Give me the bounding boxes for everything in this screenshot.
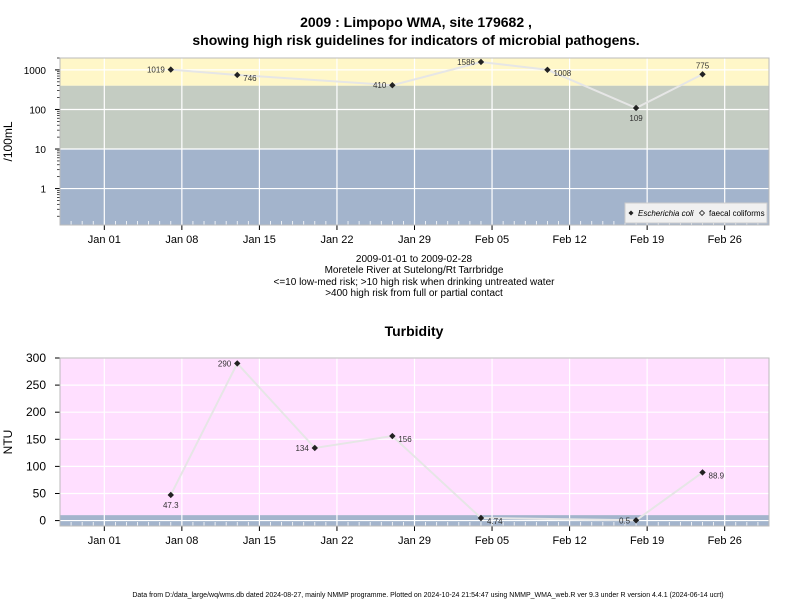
x-tick-label: Feb 05	[475, 234, 509, 246]
y-tick-label: 150	[26, 432, 46, 446]
legend-marker-filled	[628, 210, 634, 216]
y-tick-label: 0	[39, 514, 46, 528]
data-point	[632, 517, 640, 524]
legend-box	[624, 202, 768, 224]
data-point	[632, 104, 640, 112]
data-label: 109	[629, 114, 643, 123]
data-point	[234, 360, 241, 367]
x-tick-label: Feb 12	[552, 535, 586, 547]
y-tick-label: 100	[29, 105, 46, 116]
data-label: 1019	[147, 66, 165, 75]
data-point	[389, 82, 396, 89]
x-tick-label: Feb 05	[475, 535, 509, 547]
footer-note: Data from D:/data_large/wq/wms.db dated …	[132, 592, 723, 599]
turbidity-panel: Jan 01 Jan 08 Jan 15 Jan 22 Jan 29 Feb 05 Feb …	[1, 351, 770, 547]
data-point	[311, 444, 318, 452]
caption-site: Moretele River at Sutelong/Rt Tarrbridge	[325, 265, 504, 276]
data-point	[477, 58, 485, 66]
x-tick-label: Jan 29	[398, 234, 431, 246]
data-point	[477, 514, 485, 522]
x-tick-label: Feb 19	[630, 535, 664, 547]
data-label: 156	[398, 435, 412, 444]
data-label: 290	[218, 359, 232, 368]
data-label: 746	[243, 74, 257, 83]
legend: Escherichia coli faecal coliforms	[624, 202, 768, 224]
x-tick-label: Feb 26	[708, 535, 742, 547]
data-label: 4.74	[487, 517, 503, 526]
data-point	[699, 71, 706, 78]
turbidity-title: Turbidity	[385, 323, 444, 339]
legend-label: faecal coliforms	[709, 209, 765, 218]
y-tick-label: 1000	[24, 66, 47, 77]
x-tick-label: Jan 22	[320, 234, 353, 246]
data-point	[699, 469, 706, 476]
x-tick-label: Feb 12	[552, 234, 586, 246]
legend-label: Escherichia coli	[638, 209, 694, 218]
plot-frame	[59, 57, 770, 226]
caption-date-range: 2009-01-01 to 2009-02-28	[356, 254, 473, 265]
data-label: 0.5	[619, 516, 631, 525]
ecoli-panel: Jan 01 Jan 08 Jan 15 Jan 22 Jan 29 Feb 05 Feb …	[1, 57, 770, 246]
y-tick-label: 300	[26, 351, 46, 365]
x-tick-label: Jan 01	[88, 535, 121, 547]
y-tick-label: 50	[33, 486, 47, 500]
data-point	[234, 71, 241, 79]
data-point	[389, 432, 396, 440]
data-label: 410	[373, 81, 387, 90]
data-point	[167, 66, 174, 73]
x-tick-label: Jan 01	[88, 234, 121, 246]
caption-guideline-contact: >400 high risk from full or partial cont…	[325, 288, 503, 299]
chart-title-line1: 2009 : Limpopo WMA, site 179682 ,	[300, 14, 532, 30]
data-label: 134	[295, 444, 309, 453]
x-tick-label: Jan 15	[243, 535, 276, 547]
x-tick-label: Feb 26	[708, 234, 742, 246]
data-label: 47.3	[163, 501, 179, 510]
y-tick-label: 250	[26, 378, 46, 392]
x-tick-label: Jan 29	[398, 535, 431, 547]
x-tick-label: Jan 22	[320, 535, 353, 547]
data-point	[544, 66, 551, 73]
data-label: 88.9	[709, 471, 725, 480]
x-tick-label: Feb 19	[630, 234, 664, 246]
legend-marker-open	[698, 209, 706, 217]
x-tick-label: Jan 08	[165, 234, 198, 246]
x-tick-label: Jan 15	[243, 234, 276, 246]
y-axis-label: NTU	[1, 430, 15, 455]
plot-frame	[59, 357, 770, 527]
y-tick-label: 10	[35, 145, 47, 156]
y-tick-label: 100	[26, 459, 46, 473]
y-tick-label: 1	[40, 185, 46, 196]
data-label: 1586	[457, 58, 475, 67]
y-tick-label: 200	[26, 405, 46, 419]
data-label: 775	[696, 61, 710, 70]
caption-guideline-drinking: <=10 low-med risk; >10 high risk when dr…	[274, 277, 556, 288]
chart-title-line2: showing high risk guidelines for indicat…	[192, 32, 639, 48]
y-axis-label: /100mL	[1, 121, 15, 161]
data-label: 1008	[553, 69, 571, 78]
x-tick-label: Jan 08	[165, 535, 198, 547]
data-point	[167, 491, 174, 499]
